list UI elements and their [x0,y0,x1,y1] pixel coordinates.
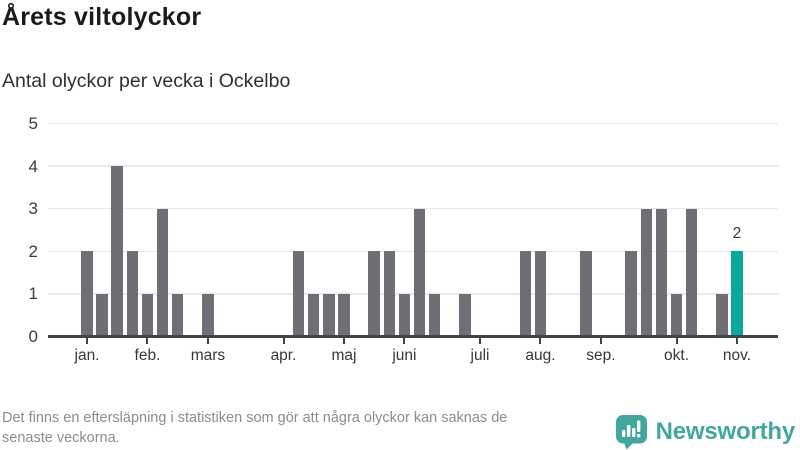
y-axis-tick-label-3: 3 [28,199,38,219]
bar-week-15 [292,251,305,337]
y-axis-tick-label-0: 0 [28,327,38,346]
bar-week-20 [368,251,380,337]
bar-week-38 [640,208,653,337]
y-axis-tick-label-1: 1 [28,284,38,304]
bar-week-9 [202,293,214,337]
x-axis-tick-apr [282,337,285,344]
bar-week-39 [655,208,668,337]
x-axis-tick-juni [403,337,406,344]
bar-week-18 [338,293,350,337]
x-axis-label-juli: juli [470,347,490,364]
newsworthy-brand: Newsworthy [615,414,795,450]
bar-week-17 [323,293,335,337]
bar-week-4 [126,251,139,337]
bar-week-1 [81,251,93,337]
x-axis-line [48,335,778,338]
x-axis-tick-maj [342,337,345,344]
bar-week-26 [459,293,471,337]
x-axis-tick-mars [206,337,209,344]
gridline-y4 [48,165,778,167]
disclaimer-text: Det finns en eftersläpning i statistiken… [2,409,507,448]
x-axis-label-okt: okt. [664,347,689,364]
bar-week-22 [398,293,411,337]
bar-week-5 [141,293,154,337]
y-axis-tick-label-5: 5 [28,114,38,133]
newsworthy-logo-icon [615,415,647,450]
bar-week-23 [413,208,426,337]
bar-week-24 [428,293,441,337]
x-axis-tick-nov [735,337,738,344]
x-axis-label-maj: maj [331,347,357,364]
bar-week-41 [685,208,698,337]
x-axis-tick-okt [675,337,678,344]
gridline-y3 [48,207,778,210]
bar-week-6 [156,208,169,337]
x-axis-label-mars: mars [190,347,226,364]
x-axis-tick-aug [539,337,542,344]
x-axis-label-feb: feb. [134,347,161,364]
disclaimer-line-2: senaste veckorna. [2,429,120,446]
bar-week-2 [96,293,108,337]
gridline-y5 [48,122,778,125]
bar-week-21 [383,251,396,337]
bar-week-16 [307,293,320,337]
bar-week-3 [111,166,123,337]
x-axis-tick-jan [86,337,88,344]
bar-week-7 [171,293,184,337]
bar-week-34 [580,251,592,337]
bar-week-37 [625,251,637,337]
y-axis-tick-label-2: 2 [28,241,38,261]
gridline-y2 [48,250,778,253]
bar-chart-plot-area: 0 1 2 3 4 5 2 jan. feb. mars apr. maj juni juli aug. se… [28,114,778,364]
disclaimer-line-1: Det finns en eftersläpning i statistiken… [2,410,508,426]
newsworthy-wordmark: Newsworthy [655,418,796,445]
x-axis-tick-feb [146,337,149,344]
bar-week-31 [534,251,547,337]
y-axis-tick-label-4: 4 [28,156,38,176]
x-axis-tick-juli [479,337,482,344]
x-axis-label-aug: aug. [525,347,556,364]
x-axis-label-sep: sep. [586,347,616,364]
bar-week-43 [716,293,728,337]
highlight-value-label: 2 [732,225,742,243]
x-axis-label-nov: nov. [722,347,752,364]
chart-subtitle: Antal olyckor per vecka i Ockelbo [2,70,291,92]
highlight-bar-week-44 [731,251,743,337]
bar-week-30 [519,251,532,337]
gridline-y1 [48,293,778,295]
chart-title: Årets viltolyckor [2,3,202,31]
x-axis-label-jan: jan. [74,347,100,364]
x-axis-tick-sep [599,337,602,344]
x-axis-label-apr: apr. [270,347,297,364]
bar-week-40 [670,293,683,337]
x-axis-label-juni: juni [392,347,417,364]
